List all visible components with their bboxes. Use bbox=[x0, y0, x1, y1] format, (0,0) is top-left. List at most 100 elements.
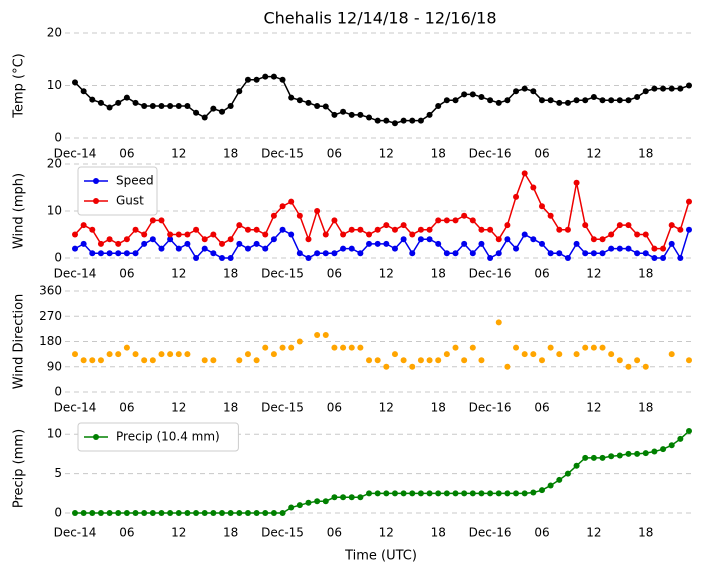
x-tick-label: 12 bbox=[171, 401, 186, 415]
data-point bbox=[210, 357, 217, 364]
x-tick-label: 06 bbox=[534, 526, 549, 540]
data-point bbox=[599, 250, 606, 257]
data-point bbox=[686, 198, 692, 205]
data-point bbox=[426, 226, 433, 233]
x-tick-label: 18 bbox=[638, 401, 653, 415]
data-point bbox=[478, 226, 485, 233]
data-point bbox=[314, 498, 321, 505]
data-point bbox=[288, 504, 295, 511]
data-point bbox=[314, 250, 321, 257]
data-point bbox=[89, 250, 96, 257]
data-point bbox=[89, 357, 96, 364]
data-point bbox=[296, 338, 303, 345]
data-point bbox=[236, 222, 243, 229]
data-point bbox=[487, 255, 494, 261]
data-point bbox=[452, 250, 459, 257]
x-tick-label: 18 bbox=[223, 267, 238, 281]
data-point bbox=[668, 85, 675, 92]
data-point bbox=[530, 184, 537, 191]
data-point bbox=[383, 363, 390, 370]
x-tick-label: 12 bbox=[379, 267, 394, 281]
data-line bbox=[74, 228, 690, 260]
data-point bbox=[461, 91, 468, 98]
data-point bbox=[167, 231, 174, 238]
y-axis-label: Wind Direction bbox=[12, 294, 27, 390]
data-point bbox=[400, 490, 407, 497]
data-point bbox=[634, 450, 641, 457]
data-point bbox=[521, 351, 528, 358]
data-point bbox=[513, 88, 520, 95]
data-point bbox=[305, 99, 312, 106]
data-point bbox=[72, 245, 78, 252]
data-point bbox=[590, 250, 597, 257]
data-point bbox=[141, 231, 148, 238]
data-point bbox=[461, 490, 468, 497]
data-point bbox=[366, 357, 373, 364]
data-point bbox=[634, 357, 641, 364]
data-point bbox=[426, 357, 433, 364]
data-point bbox=[495, 319, 502, 326]
data-point bbox=[270, 510, 277, 517]
data-point bbox=[167, 236, 174, 243]
data-point bbox=[270, 236, 277, 243]
data-point bbox=[469, 91, 476, 98]
data-point bbox=[651, 245, 658, 252]
panel: Wind Direction 0 90 180 270 360 Dec-14 06 12 18 De… bbox=[12, 284, 692, 415]
legend-label: Precip (10.4 mm) bbox=[116, 430, 220, 444]
data-point bbox=[288, 344, 295, 351]
data-point bbox=[547, 344, 554, 351]
data-point bbox=[530, 351, 537, 358]
data-point bbox=[590, 236, 597, 243]
data-point bbox=[556, 99, 563, 106]
data-point bbox=[547, 97, 554, 104]
data-point bbox=[340, 245, 347, 252]
data-point bbox=[599, 236, 606, 243]
data-point bbox=[504, 490, 511, 497]
data-point bbox=[340, 344, 347, 351]
data-point bbox=[219, 510, 226, 517]
data-point bbox=[383, 490, 390, 497]
data-point bbox=[625, 222, 632, 229]
data-point bbox=[452, 490, 459, 497]
data-point bbox=[616, 452, 623, 459]
data-point bbox=[219, 240, 226, 247]
data-point bbox=[686, 226, 692, 233]
data-point bbox=[210, 105, 217, 112]
data-point bbox=[106, 104, 113, 111]
data-point bbox=[391, 490, 398, 497]
data-point bbox=[409, 250, 416, 257]
data-point bbox=[279, 510, 286, 517]
data-point bbox=[115, 240, 122, 247]
data-point bbox=[123, 94, 130, 101]
data-point bbox=[634, 231, 641, 238]
data-point bbox=[582, 344, 589, 351]
data-point bbox=[487, 226, 494, 233]
data-point bbox=[573, 462, 580, 469]
data-point bbox=[123, 236, 130, 243]
data-point bbox=[227, 510, 234, 517]
data-point bbox=[115, 351, 122, 358]
x-tick-label: 18 bbox=[638, 526, 653, 540]
data-line bbox=[74, 75, 690, 125]
data-point bbox=[616, 357, 623, 364]
data-point bbox=[625, 363, 632, 370]
y-tick-label: 5 bbox=[54, 466, 62, 480]
x-tick-label: Dec-16 bbox=[469, 401, 512, 415]
data-point bbox=[219, 108, 226, 115]
y-tick-label: 360 bbox=[39, 284, 62, 298]
data-point bbox=[564, 255, 571, 261]
data-point bbox=[435, 102, 442, 109]
data-point bbox=[210, 231, 217, 238]
data-point bbox=[132, 99, 139, 106]
legend-marker bbox=[93, 198, 99, 204]
data-point bbox=[435, 357, 442, 364]
x-tick-label: 06 bbox=[119, 147, 134, 161]
data-point bbox=[348, 111, 355, 118]
data-point bbox=[686, 428, 692, 435]
data-point bbox=[573, 240, 580, 247]
data-point bbox=[132, 226, 139, 233]
data-point bbox=[167, 351, 174, 358]
data-point bbox=[391, 120, 398, 127]
data-point bbox=[80, 357, 87, 364]
data-point bbox=[244, 245, 251, 252]
